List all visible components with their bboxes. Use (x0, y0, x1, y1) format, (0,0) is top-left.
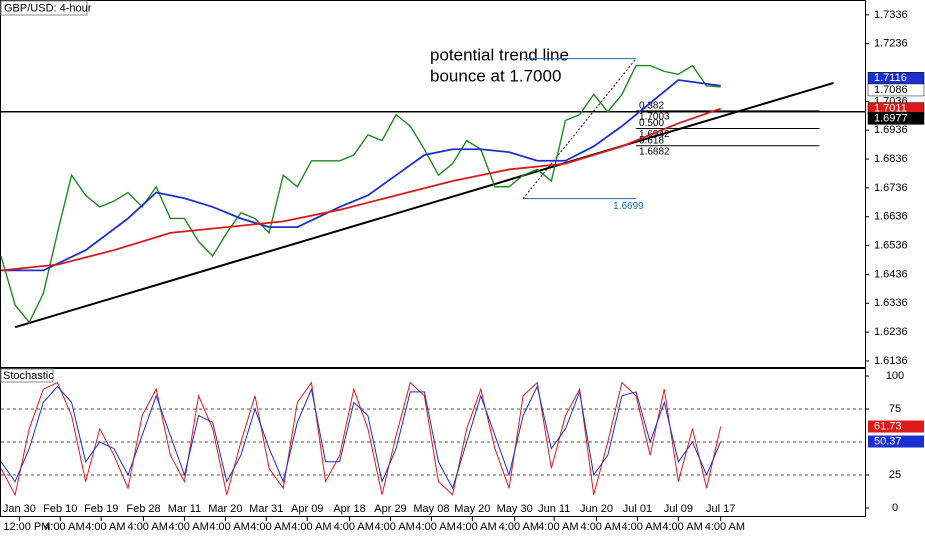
y-tick-label: 1.6236 (874, 326, 908, 338)
fib-low-label: 1.6699 (613, 201, 644, 212)
y-tick-label: 1.6936 (874, 124, 908, 136)
fib-label: 0.382 (639, 101, 664, 112)
trend-line (14, 81, 834, 329)
x-date-label: Feb 10 (43, 503, 77, 515)
x-time-label: 4:00 AM (415, 521, 455, 533)
x-date-label: Jun 11 (538, 503, 570, 515)
price-line (0, 64, 721, 324)
x-date-label: Apr 18 (333, 503, 365, 515)
y-tick-label: 100 (886, 370, 904, 382)
y-tick-label: 1.7236 (874, 38, 908, 50)
y-tick-label: 1.6436 (874, 268, 908, 280)
x-time-label: 4:00 AM (85, 521, 125, 533)
y-tick-label: 25 (889, 469, 901, 481)
x-time-label: 4:00 AM (209, 521, 249, 533)
x-time-label: 4:00 AM (168, 521, 208, 533)
x-time-label: 4:00 AM (44, 521, 84, 533)
fib-label: 0.500 (639, 118, 664, 129)
x-date-label: Feb 28 (126, 503, 160, 515)
x-time-label: 4:00 AM (662, 521, 702, 533)
x-date-label: May 20 (454, 503, 490, 515)
x-time-label: 4:00 AM (334, 521, 374, 533)
x-time-label: 4:00 AM (499, 521, 539, 533)
x-date-label: Mar 20 (208, 503, 242, 515)
x-date-label: Mar 31 (249, 503, 283, 515)
stoch-tag-label: 50.37 (874, 435, 902, 447)
x-date-label: Jan 30 (3, 503, 36, 515)
title-box (0, 0, 88, 16)
stoch-tag-label: 61.73 (874, 420, 902, 432)
stoch-tag (868, 420, 924, 433)
y-tick-label: 1.6836 (874, 153, 908, 165)
x-date-label: May 30 (497, 503, 533, 515)
x-time-label: 4:00 AM (705, 521, 745, 533)
price-tag-label: 1.6977 (874, 112, 908, 124)
x-date-label: May 08 (413, 503, 449, 515)
fib-price: 1.7003 (639, 112, 670, 123)
y-tick-label: 1.6136 (874, 355, 908, 367)
y-tick-label: 1.6536 (874, 239, 908, 251)
fib-diagonal (522, 58, 637, 199)
x-date-label: Jul 09 (664, 503, 693, 515)
price-tag (867, 112, 925, 125)
x-date-label: Apr 09 (291, 503, 323, 515)
price-tag (867, 83, 925, 97)
annotation: potential trend line (430, 45, 569, 64)
y-tick-label: 0 (892, 502, 898, 514)
price-tag-label: 1.7086 (874, 84, 908, 96)
price-tag-label: 1.7116 (874, 72, 907, 84)
x-time-label: 4:00 AM (374, 521, 414, 533)
y-tick-label: 1.7336 (874, 9, 908, 21)
y-tick-label: 1.6336 (874, 297, 908, 309)
fib-label: 0.618 (639, 135, 664, 146)
price-panel (0, 0, 866, 368)
fib-price: 1.6882 (639, 146, 670, 157)
x-date-label: Jul 01 (623, 503, 652, 515)
x-time-label: 4:00 AM (538, 521, 578, 533)
stoch-title: Stochastic (3, 370, 54, 382)
x-date-label: Jun 20 (580, 503, 613, 515)
y-tick-label: 1.6636 (874, 211, 908, 223)
x-time-label: 4:00 AM (250, 521, 290, 533)
price-tag-label: 1.7011 (874, 102, 907, 114)
y-tick-label: 75 (889, 403, 901, 415)
x-time-label: 4:00 AM (456, 521, 496, 533)
chart-title: GBP/USD: 4-hour (4, 2, 92, 14)
x-time-label: 4:00 AM (128, 521, 168, 533)
stoch-tag (868, 435, 924, 448)
y-tick-label: 1.6736 (874, 182, 908, 194)
x-date-label: Jul 17 (706, 503, 735, 515)
moving-average (1, 79, 721, 272)
x-time-label: 4:00 AM (581, 521, 621, 533)
annotation: bounce at 1.7000 (430, 66, 561, 85)
x-date-label: Feb 19 (84, 503, 118, 515)
stoch-title-box (0, 368, 54, 383)
x-date-label: Apr 29 (374, 503, 406, 515)
x-time-label: 4:00 AM (621, 521, 661, 533)
fib-price: 1.6942 (639, 129, 670, 140)
x-time-label: 4:00 AM (291, 521, 331, 533)
x-time-label: 12:00 PM (3, 521, 50, 533)
moving-average (0, 107, 722, 272)
stoch-line (0, 385, 722, 490)
x-date-label: Mar 11 (168, 503, 201, 515)
